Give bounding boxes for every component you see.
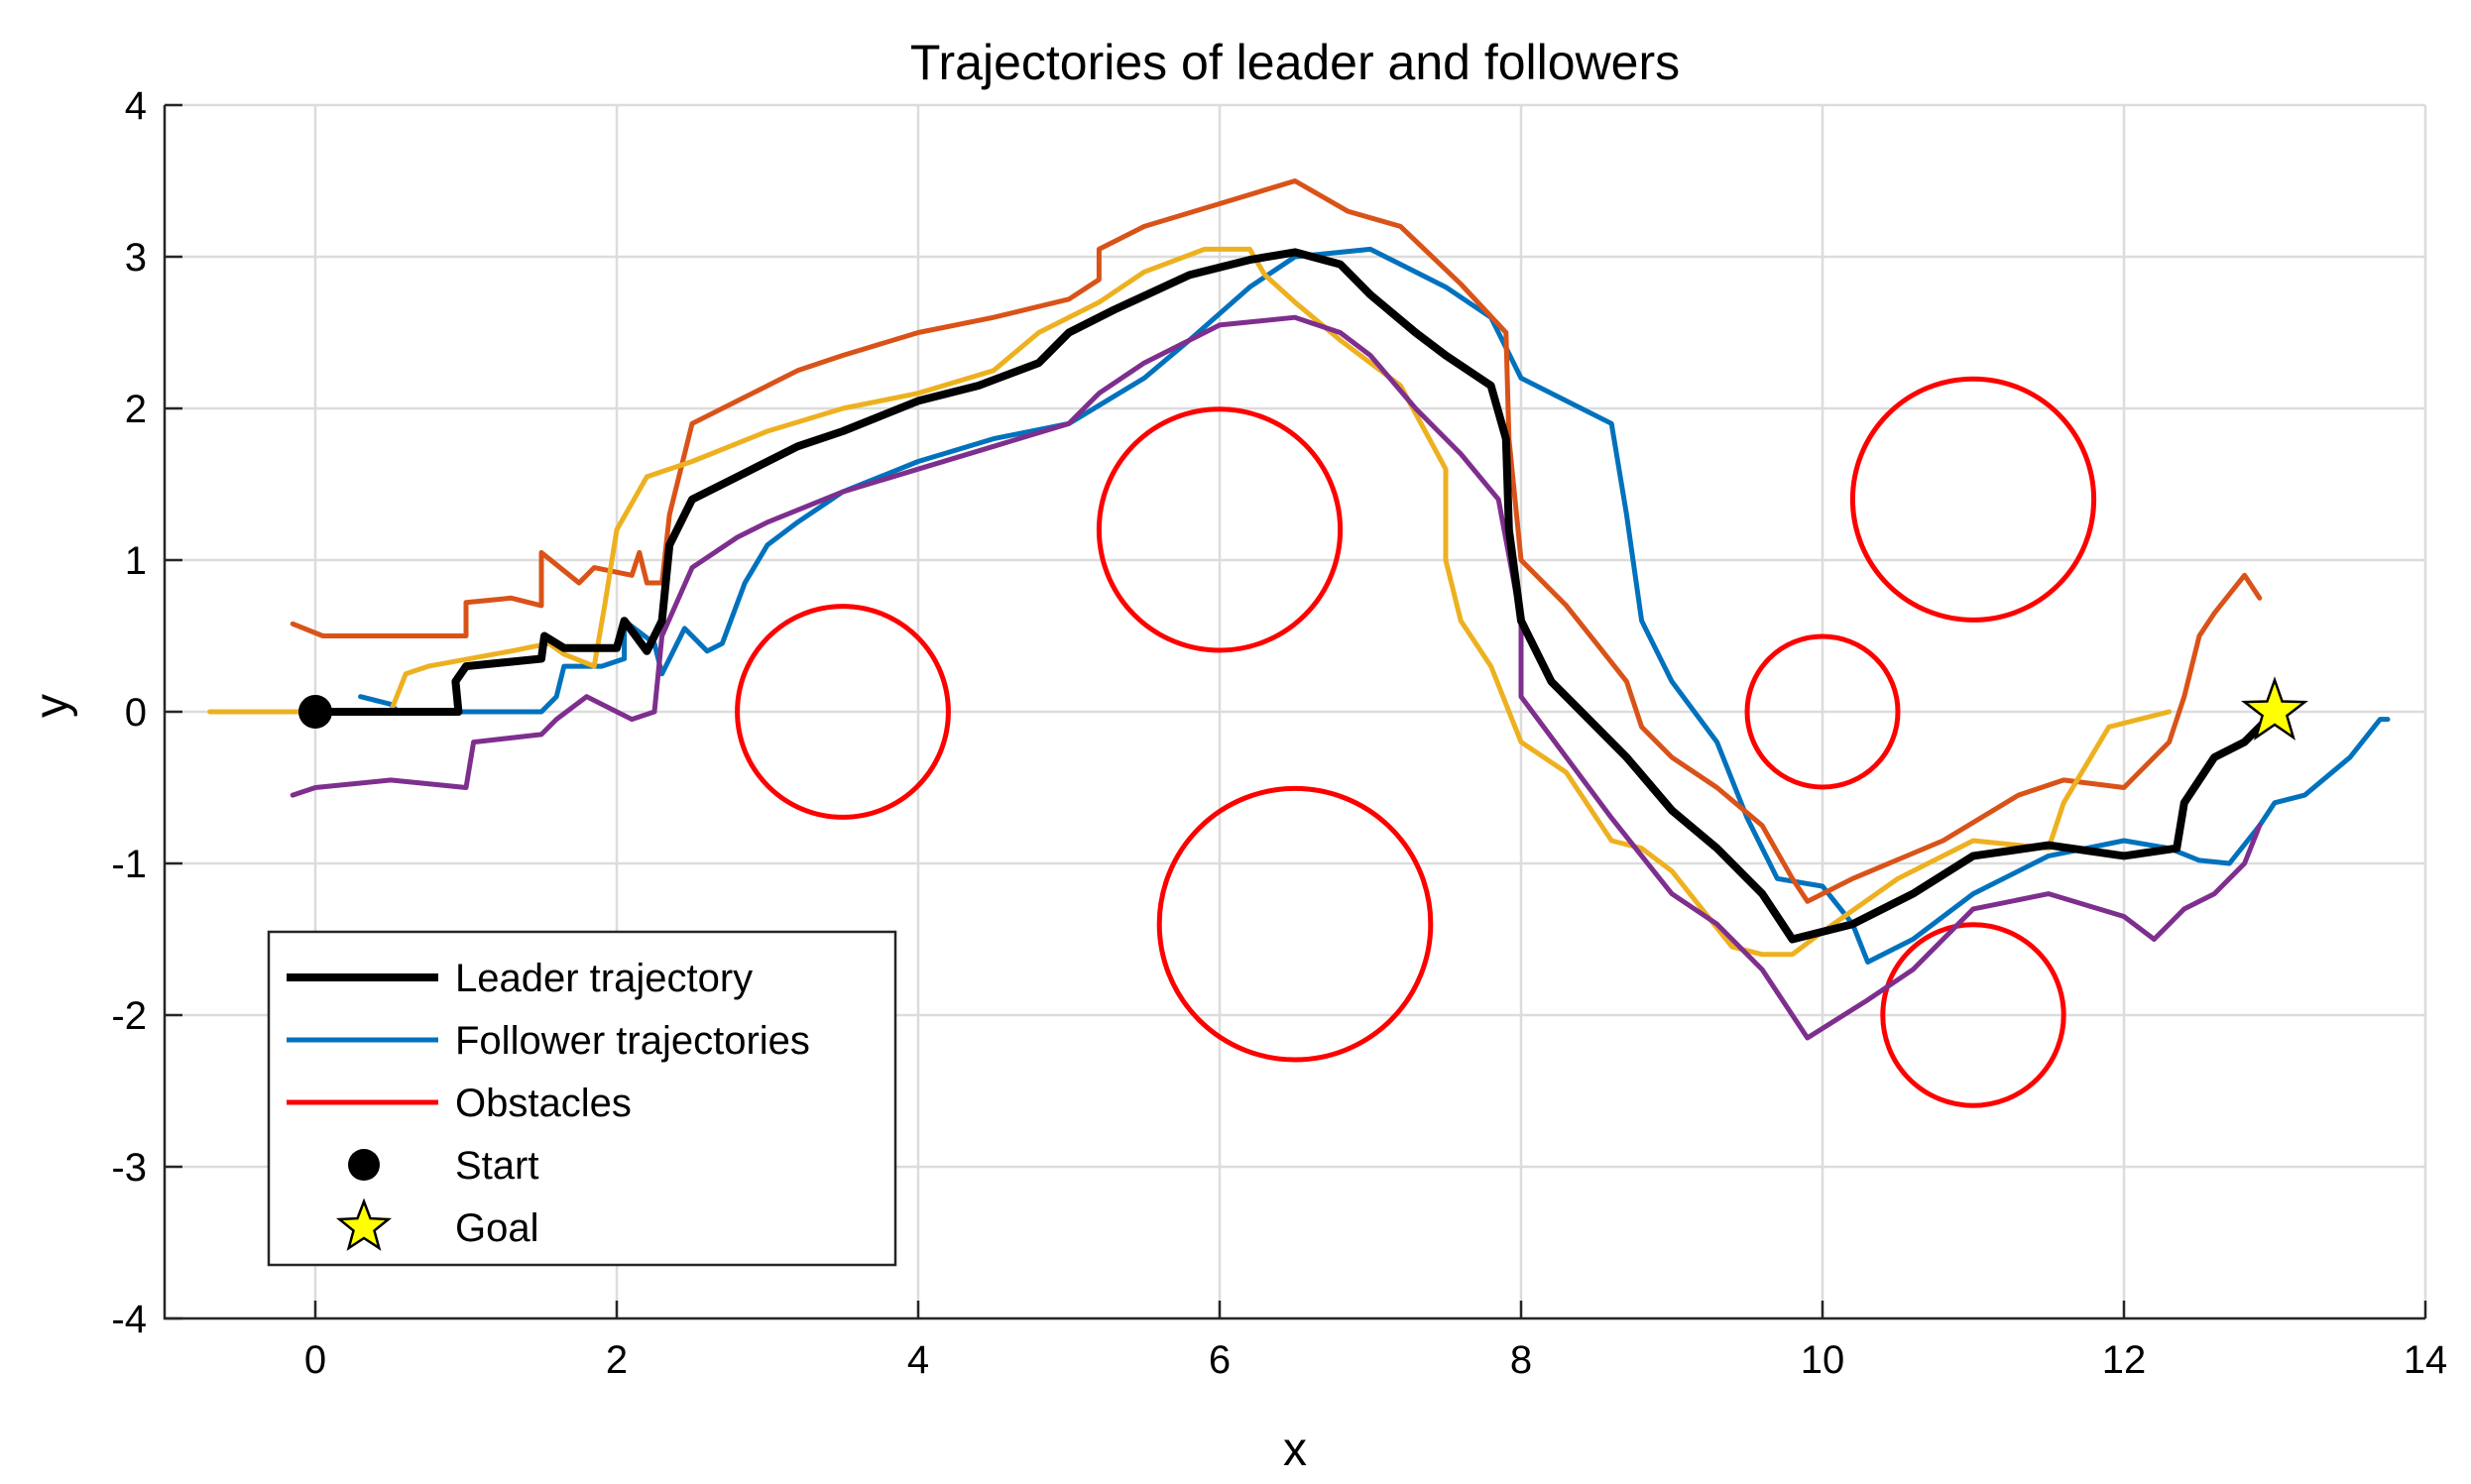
legend-label: Goal <box>455 1206 539 1250</box>
y-tick-label: 1 <box>125 539 147 583</box>
legend-swatch-start <box>348 1149 380 1181</box>
x-axis-label: x <box>1283 1424 1307 1476</box>
x-tick-label: 8 <box>1510 1338 1532 1382</box>
x-tick-label: 2 <box>606 1338 628 1382</box>
markers-layer <box>298 676 2308 741</box>
y-tick-label: -1 <box>111 843 147 886</box>
x-tick-label: 12 <box>2102 1338 2147 1382</box>
chart-title: Trajectories of leader and followers <box>910 35 1680 90</box>
x-tick-label: 10 <box>1801 1338 1845 1382</box>
obstacle-circle <box>1096 406 1344 653</box>
start-marker <box>298 695 332 729</box>
x-tick-label: 0 <box>304 1338 326 1382</box>
legend-label: Obstacles <box>455 1082 632 1125</box>
x-tick-label: 14 <box>2404 1338 2448 1382</box>
obstacle-circle <box>735 604 951 820</box>
obstacle-circle <box>1849 376 2097 623</box>
y-tick-label: -4 <box>111 1298 147 1341</box>
goal-star-marker <box>2241 676 2308 741</box>
legend-label: Leader trajectory <box>455 957 753 1000</box>
obstacle-circle <box>1880 922 2066 1108</box>
series-layer <box>207 178 2391 1041</box>
y-tick-label: 2 <box>125 388 147 431</box>
legend-swatch-goal <box>335 1198 393 1251</box>
y-tick-label: -3 <box>111 1146 147 1190</box>
legend-label: Follower trajectories <box>455 1019 810 1063</box>
x-tick-label: 4 <box>907 1338 929 1382</box>
legend-label: Start <box>455 1144 538 1188</box>
follower-trajectory-line <box>290 178 2263 904</box>
obstacle-circle <box>1744 633 1901 790</box>
x-tick-label: 6 <box>1209 1338 1231 1382</box>
obstacles-layer <box>735 376 2097 1108</box>
legend-box <box>267 930 897 1267</box>
follower-trajectory-line <box>290 314 2263 1041</box>
legend: Leader trajectory Follower trajectories Ob… <box>267 930 897 1267</box>
obstacle-circle <box>1156 785 1434 1063</box>
y-tick-label: 0 <box>125 691 147 735</box>
leader-trajectory-line <box>311 248 2279 944</box>
y-tick-label: 3 <box>125 236 147 280</box>
y-tick-label: 4 <box>125 84 147 128</box>
follower-trajectory-line <box>207 246 2173 958</box>
y-tick-label: -2 <box>111 994 147 1038</box>
y-axis-label: y <box>26 694 78 718</box>
